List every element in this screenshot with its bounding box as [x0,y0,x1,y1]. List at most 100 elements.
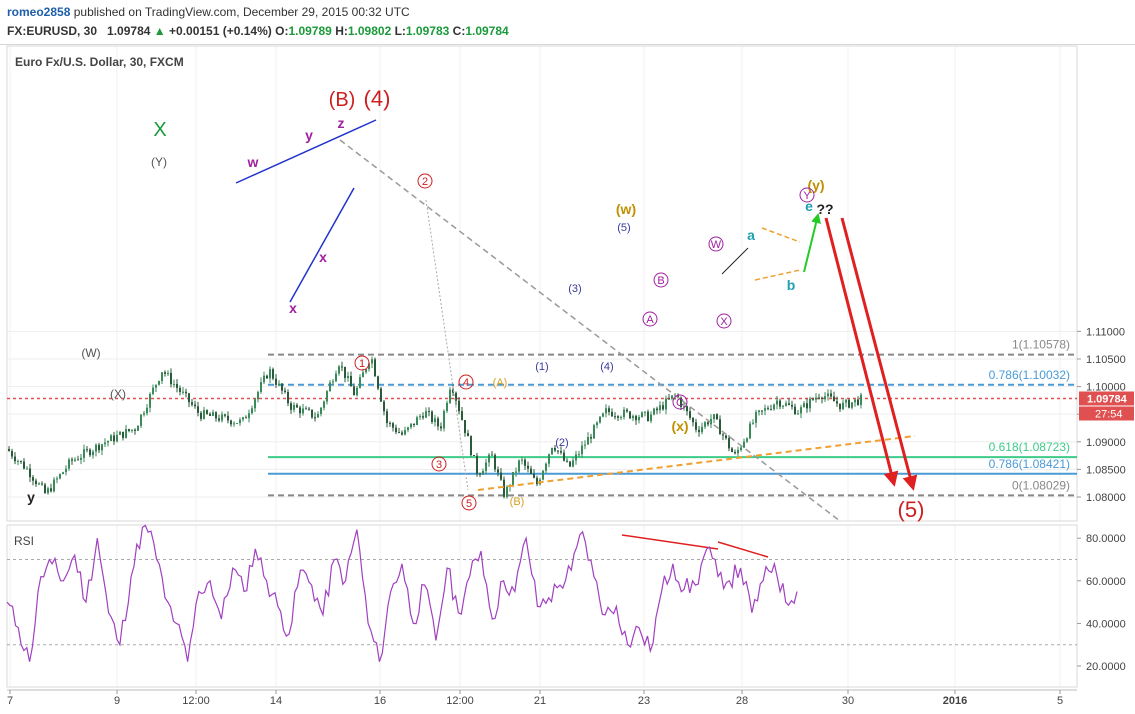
wave-label-circle [354,355,370,371]
username-link[interactable]: romeo2858 [7,5,71,19]
time-axis[interactable]: 7 9 12:00 14 16 12:00 21 23 28 30 2016 5 [7,689,1077,707]
candle-body [413,423,415,425]
candle-body [446,402,448,412]
candle-body [353,386,355,396]
candle-body [200,412,202,419]
candle-body [815,397,817,400]
candle-body [11,451,13,457]
candle-body [773,404,775,410]
candle-body [281,383,283,391]
rsi-tick-label: 40.0000 [1086,618,1126,630]
candle-body [557,450,559,452]
candle-body [491,454,493,456]
candle-body [20,460,22,462]
candle-body [620,417,622,419]
candle-body [77,459,79,461]
candle-body [836,401,838,404]
candle-body [86,449,88,451]
wave-label: y [305,127,313,143]
wave-label: (3) [568,283,581,295]
candle-body [818,397,820,399]
candle-body [518,460,520,472]
candle-body [485,462,487,472]
candle-body [23,461,25,469]
candle-body [155,384,157,388]
candle-body [701,426,703,433]
candle-body [782,405,784,407]
candle-body [101,444,103,451]
time-tick-label: 30 [842,695,854,707]
candle-body [269,369,271,379]
candle-body [440,426,442,429]
candle-body [512,471,514,486]
candle-body [431,411,433,423]
candle-body [776,400,778,405]
blue-channel-upper [235,119,377,184]
candle-body [830,393,832,397]
candle-body [575,454,577,461]
candle-body [344,366,346,379]
candle-body [167,372,169,374]
candle-body [107,441,109,443]
candle-body [692,417,694,423]
candle-body [227,415,229,421]
candle-body [566,460,568,462]
candle-body [668,398,670,400]
candle-body [635,415,637,421]
candle-body [329,382,331,392]
wave-label: x [289,300,297,316]
candle-body [545,463,547,471]
candle-body [230,420,232,425]
close-value: 1.09784 [465,24,509,38]
wave-labels: X (Y) (W) (X) y w y z x x (B) (4) (5) 1 2 3 4 5 (1) (2) (3) (… [27,86,924,522]
wave-label: (x) [671,418,688,434]
price-tick-label: 1.09000 [1086,437,1126,449]
up-arrow-icon: ▲ [153,24,166,38]
rsi-axis[interactable]: 20.0000 40.0000 60.0000 80.0000 [1077,533,1126,673]
candle-body [368,363,370,370]
wave-label-circle [716,313,732,329]
candle-body [626,409,628,412]
wave-label: C [676,397,684,409]
wave-label: (Y) [151,155,167,169]
candle-body [47,488,49,494]
rsi-tick-label: 20.0000 [1086,661,1126,673]
candle-body [791,404,793,407]
publish-line: romeo2858 published on TradingView.com, … [7,5,410,19]
candle-body [14,456,16,462]
symbol-label[interactable]: FX:EURUSD, 30 [7,24,98,38]
time-tick-label: 12:00 [446,695,474,707]
wave-label: y [27,489,35,505]
wave-label: (4) [364,86,391,111]
wave-label-circle [642,311,658,327]
candle-body [149,393,151,408]
price-tick-label: 1.10000 [1086,382,1126,394]
candle-body [434,418,436,423]
level-label: 0.618(1.08723) [989,440,1070,454]
candle-body [734,451,736,454]
candle-body [152,387,154,394]
candle-body [578,454,580,456]
candle-body [638,417,640,421]
candle-body [38,483,40,485]
candle-body [761,410,763,412]
candle-body [665,398,667,410]
candle-body [320,407,322,414]
candle-body [473,455,475,457]
candle-body [752,422,754,424]
wave-label: (4) [600,361,613,373]
rsi-line [6,524,798,662]
candle-body [380,388,382,402]
price-axis[interactable]: 1.080001.085001.090001.095001.100001.105… [1077,326,1134,504]
candle-body [143,413,145,415]
candle-body [185,391,187,394]
candle-body [410,423,412,428]
candle-body [260,382,262,392]
wave-label: e [805,198,813,214]
rsi-divergence-1 [621,534,719,550]
wave-label: (5) [617,222,630,234]
candle-body [476,455,478,474]
low-label: L: [394,24,406,38]
candle-body [95,444,97,452]
